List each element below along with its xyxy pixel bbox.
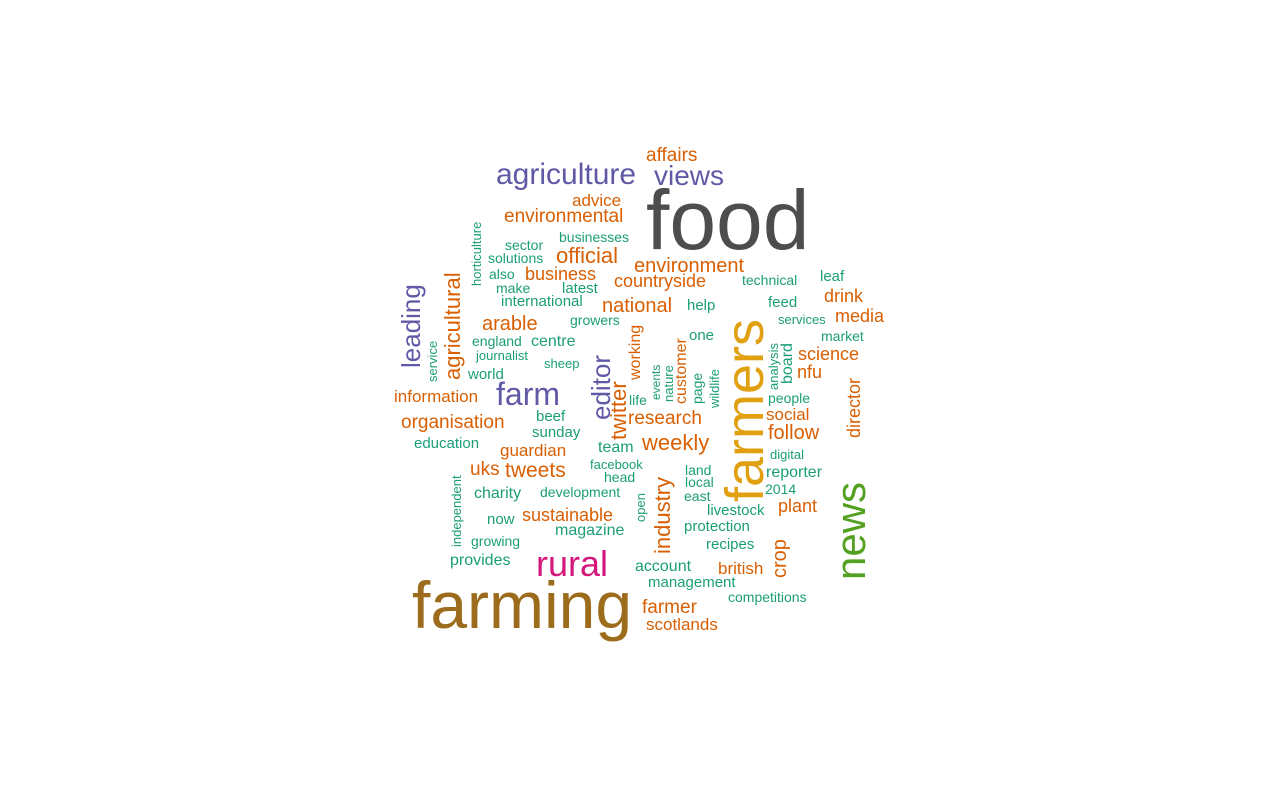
word-business: business [525, 264, 597, 284]
word-protection: protection [684, 518, 750, 535]
word-farmer: farmer [642, 597, 697, 618]
word-science: science [798, 344, 860, 364]
word-agricultural: agricultural [440, 272, 465, 380]
word-affairs: affairs [646, 145, 698, 166]
word-agriculture: agriculture [496, 158, 637, 191]
word-british: british [718, 559, 764, 578]
word-help: help [687, 297, 716, 314]
word-nature: nature [661, 365, 676, 402]
word-development: development [540, 484, 621, 500]
word-countryside: countryside [614, 271, 707, 291]
word-leaf: leaf [820, 268, 845, 285]
word-provides: provides [450, 552, 511, 569]
word-crop: crop [769, 539, 791, 578]
word-people: people [768, 390, 811, 406]
word-facebook: facebook [590, 457, 643, 472]
word-leading: leading [396, 284, 426, 368]
word-team: team [598, 439, 634, 456]
word-social: social [766, 405, 810, 424]
word-working: working [627, 324, 644, 380]
word-latest: latest [562, 280, 598, 297]
word-environment: environment [634, 255, 745, 277]
word-page: page [689, 372, 705, 404]
word-market: market [821, 328, 864, 344]
word-services: services [778, 312, 826, 327]
word-centre: centre [531, 333, 576, 350]
word-recipes: recipes [706, 536, 755, 553]
word-plant: plant [778, 496, 818, 516]
word-magazine: magazine [555, 522, 625, 539]
word-uks: uks [470, 459, 500, 480]
word-arable: arable [482, 313, 538, 335]
word-journalist: journalist [476, 348, 529, 363]
word-make: make [496, 280, 531, 296]
word-media: media [835, 306, 885, 326]
word-farm: farm [496, 376, 560, 412]
word-head: head [604, 469, 636, 485]
word-beef: beef [536, 408, 566, 425]
word-digital: digital [770, 447, 804, 462]
word-official: official [556, 243, 618, 268]
word-growers: growers [570, 312, 620, 328]
word-account: account [635, 558, 692, 575]
word-sustainable: sustainable [522, 505, 614, 525]
word-reporter: reporter [766, 464, 823, 481]
word-feed: feed [768, 294, 798, 311]
word-industry: industry [650, 476, 675, 554]
word-guardian: guardian [500, 441, 567, 460]
word-life: life [629, 392, 647, 408]
word-2014: 2014 [765, 481, 797, 497]
word-competitions: competitions [728, 589, 807, 605]
word-charity: charity [474, 485, 522, 502]
word-east: east [684, 488, 711, 504]
word-sheep: sheep [544, 356, 580, 371]
word-also: also [489, 266, 515, 282]
word-weekly: weekly [642, 430, 710, 455]
word-rural: rural [536, 543, 609, 584]
word-england: england [472, 333, 522, 349]
word-technical: technical [742, 272, 798, 288]
word-growing: growing [471, 533, 521, 549]
word-open: open [633, 493, 648, 522]
word-livestock: livestock [707, 502, 765, 519]
word-land: land [685, 462, 712, 478]
word-now: now [487, 511, 515, 528]
word-wildlife: wildlife [707, 368, 722, 408]
word-international: international [501, 293, 583, 310]
word-national: national [602, 295, 673, 317]
word-environmental: environmental [504, 206, 624, 227]
word-horticulture: horticulture [469, 221, 484, 286]
word-nfu: nfu [797, 362, 823, 382]
word-customer: customer [673, 338, 690, 404]
word-scotlands: scotlands [646, 615, 718, 634]
word-independent: independent [449, 475, 464, 547]
word-farmers: farmers [715, 318, 775, 502]
word-service: service [425, 340, 440, 382]
word-world: world [468, 366, 504, 383]
word-solutions: solutions [488, 250, 544, 266]
word-sector: sector [505, 237, 544, 253]
word-farming: farming [412, 568, 633, 642]
word-follow: follow [768, 422, 820, 444]
word-drink: drink [824, 286, 864, 306]
word-education: education [414, 435, 480, 452]
word-one: one [689, 327, 715, 344]
word-food: food [646, 173, 810, 267]
word-organisation: organisation [401, 412, 505, 433]
word-board: board [779, 343, 796, 384]
word-sunday: sunday [532, 424, 581, 441]
word-tweets: tweets [505, 459, 566, 482]
word-management: management [648, 574, 736, 591]
word-advice: advice [572, 191, 622, 210]
word-information: information [394, 387, 479, 406]
word-businesses: businesses [559, 229, 630, 245]
word-twitter: twitter [606, 381, 631, 440]
word-views: views [654, 160, 725, 191]
word-research: research [628, 408, 702, 429]
word-news: news [827, 481, 874, 580]
word-local: local [685, 474, 714, 490]
word-director: director [844, 377, 864, 438]
